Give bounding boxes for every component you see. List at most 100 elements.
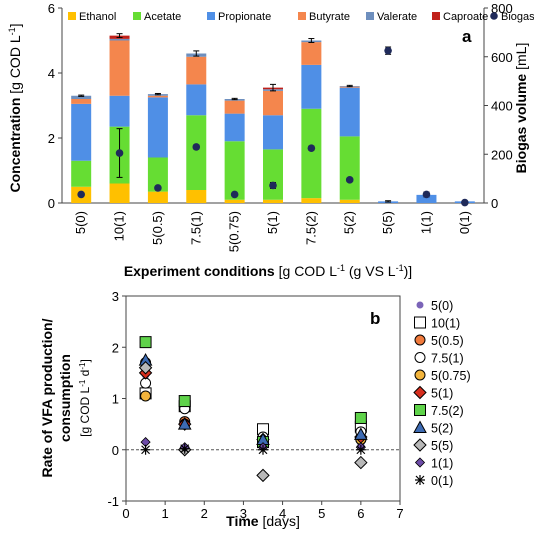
legend-swatch bbox=[133, 12, 141, 20]
x-tick-label: 6 bbox=[357, 506, 364, 521]
x-tick-label: 1 bbox=[162, 506, 169, 521]
bar-propionate bbox=[109, 95, 130, 127]
legend-label: Propionate bbox=[218, 11, 271, 23]
bar-ethanol bbox=[186, 190, 207, 203]
legend-label: 5(0.5) bbox=[431, 334, 464, 348]
x-tick-label: 3 bbox=[240, 506, 247, 521]
bar-ethanol bbox=[301, 198, 322, 203]
y-tick-label: -1 bbox=[107, 494, 119, 509]
bar-valerate bbox=[71, 95, 92, 99]
bar-ethanol bbox=[109, 183, 130, 203]
x-tick-label: 0(1) bbox=[457, 211, 472, 234]
biogas-point bbox=[384, 46, 392, 55]
bar-ethanol bbox=[339, 199, 360, 203]
data-point bbox=[354, 411, 367, 424]
panel-label: a bbox=[462, 27, 472, 46]
legend-marker bbox=[414, 352, 426, 363]
x-tick-label: 7.5(2) bbox=[303, 211, 318, 245]
biogas-point bbox=[115, 149, 124, 157]
x-tick-label: 5(1) bbox=[265, 211, 280, 234]
legend-marker bbox=[415, 475, 425, 485]
bar-acetate bbox=[186, 115, 207, 190]
y-tick-label: 2 bbox=[112, 340, 119, 355]
x-tick-label: 5(2) bbox=[342, 211, 357, 234]
legend-marker bbox=[414, 457, 426, 468]
legend-marker bbox=[414, 369, 426, 381]
legend-marker bbox=[414, 334, 426, 346]
legend-label: Biogas bbox=[501, 11, 534, 23]
x-tick-label: 10(1) bbox=[112, 211, 127, 241]
x-tick-label: 5(5) bbox=[380, 211, 395, 234]
bar-propionate bbox=[301, 64, 322, 109]
bar-ethanol bbox=[224, 199, 245, 203]
x-tick-label: 5(0.5) bbox=[150, 211, 165, 245]
data-point bbox=[138, 361, 153, 375]
data-point bbox=[179, 443, 190, 454]
data-point bbox=[140, 444, 151, 455]
x-tick-label: 7.5(1) bbox=[188, 211, 203, 245]
biogas-point bbox=[77, 190, 85, 199]
bar-propionate bbox=[186, 84, 207, 116]
x-tick-label: 5(0.75) bbox=[227, 211, 242, 252]
biogas-point bbox=[461, 198, 469, 207]
bar-acetate bbox=[71, 160, 92, 187]
legend-swatch bbox=[207, 12, 215, 20]
y-axis-unit: [g COD L-1 d-1] bbox=[78, 359, 93, 437]
data-point bbox=[355, 444, 366, 455]
data-point bbox=[178, 395, 191, 408]
bar-butyrate bbox=[109, 40, 130, 96]
legend-label: 1(1) bbox=[431, 457, 453, 471]
bar-butyrate bbox=[263, 90, 283, 116]
y-tick-label: 2 bbox=[48, 131, 55, 146]
legend-label: 5(2) bbox=[431, 422, 453, 436]
bar-ethanol bbox=[263, 199, 283, 203]
y-tick-label: 6 bbox=[48, 1, 55, 16]
x-tick-label: 0 bbox=[122, 506, 129, 521]
bar-propionate bbox=[147, 97, 168, 158]
bar-propionate bbox=[224, 113, 245, 142]
y-tick-label: 0 bbox=[112, 443, 119, 458]
bar-acetate bbox=[147, 157, 168, 192]
x-axis-label: Experiment conditions [g COD L-1 (g VS L… bbox=[124, 263, 412, 279]
bar-propionate bbox=[339, 87, 360, 137]
legend-label: 5(0) bbox=[431, 299, 453, 313]
legend-swatch bbox=[490, 12, 498, 20]
y2-tick-label: 0 bbox=[491, 196, 498, 211]
biogas-point bbox=[154, 184, 162, 192]
legend-swatch bbox=[432, 12, 440, 20]
panel-label: b bbox=[370, 309, 380, 328]
bar-acetate bbox=[224, 141, 245, 200]
legend-marker bbox=[414, 316, 426, 329]
data-point bbox=[256, 468, 270, 483]
bar-acetate bbox=[339, 136, 360, 200]
legend-label: Butyrate bbox=[309, 11, 350, 23]
data-point bbox=[258, 444, 268, 455]
legend-label: Acetate bbox=[144, 11, 181, 23]
legend-label: 10(1) bbox=[431, 317, 460, 331]
y2-tick-label: 600 bbox=[491, 50, 513, 65]
bar-acetate bbox=[301, 108, 322, 199]
x-tick-label: 4 bbox=[279, 506, 286, 521]
legend-swatch bbox=[298, 12, 306, 20]
y-tick-label: 1 bbox=[112, 392, 119, 407]
data-point bbox=[140, 390, 152, 402]
data-point bbox=[139, 336, 152, 349]
y-tick-label: 3 bbox=[112, 289, 119, 304]
legend-label: Caproate bbox=[443, 11, 488, 23]
y-tick-label: 0 bbox=[48, 196, 55, 211]
biogas-point bbox=[230, 190, 239, 199]
bar-valerate bbox=[109, 38, 130, 41]
legend-label: 5(0.75) bbox=[431, 369, 471, 383]
y-axis-label-line2: consumption bbox=[57, 354, 73, 442]
data-point bbox=[354, 455, 368, 470]
data-point bbox=[177, 417, 192, 430]
legend-label: 7.5(1) bbox=[431, 352, 464, 366]
legend-label: 5(1) bbox=[431, 387, 453, 401]
legend-label: 0(1) bbox=[431, 474, 453, 488]
bar-butyrate bbox=[224, 100, 245, 114]
y-axis-label-line1: Rate of VFA production/ bbox=[39, 318, 55, 477]
legend-label: 7.5(2) bbox=[431, 404, 464, 418]
